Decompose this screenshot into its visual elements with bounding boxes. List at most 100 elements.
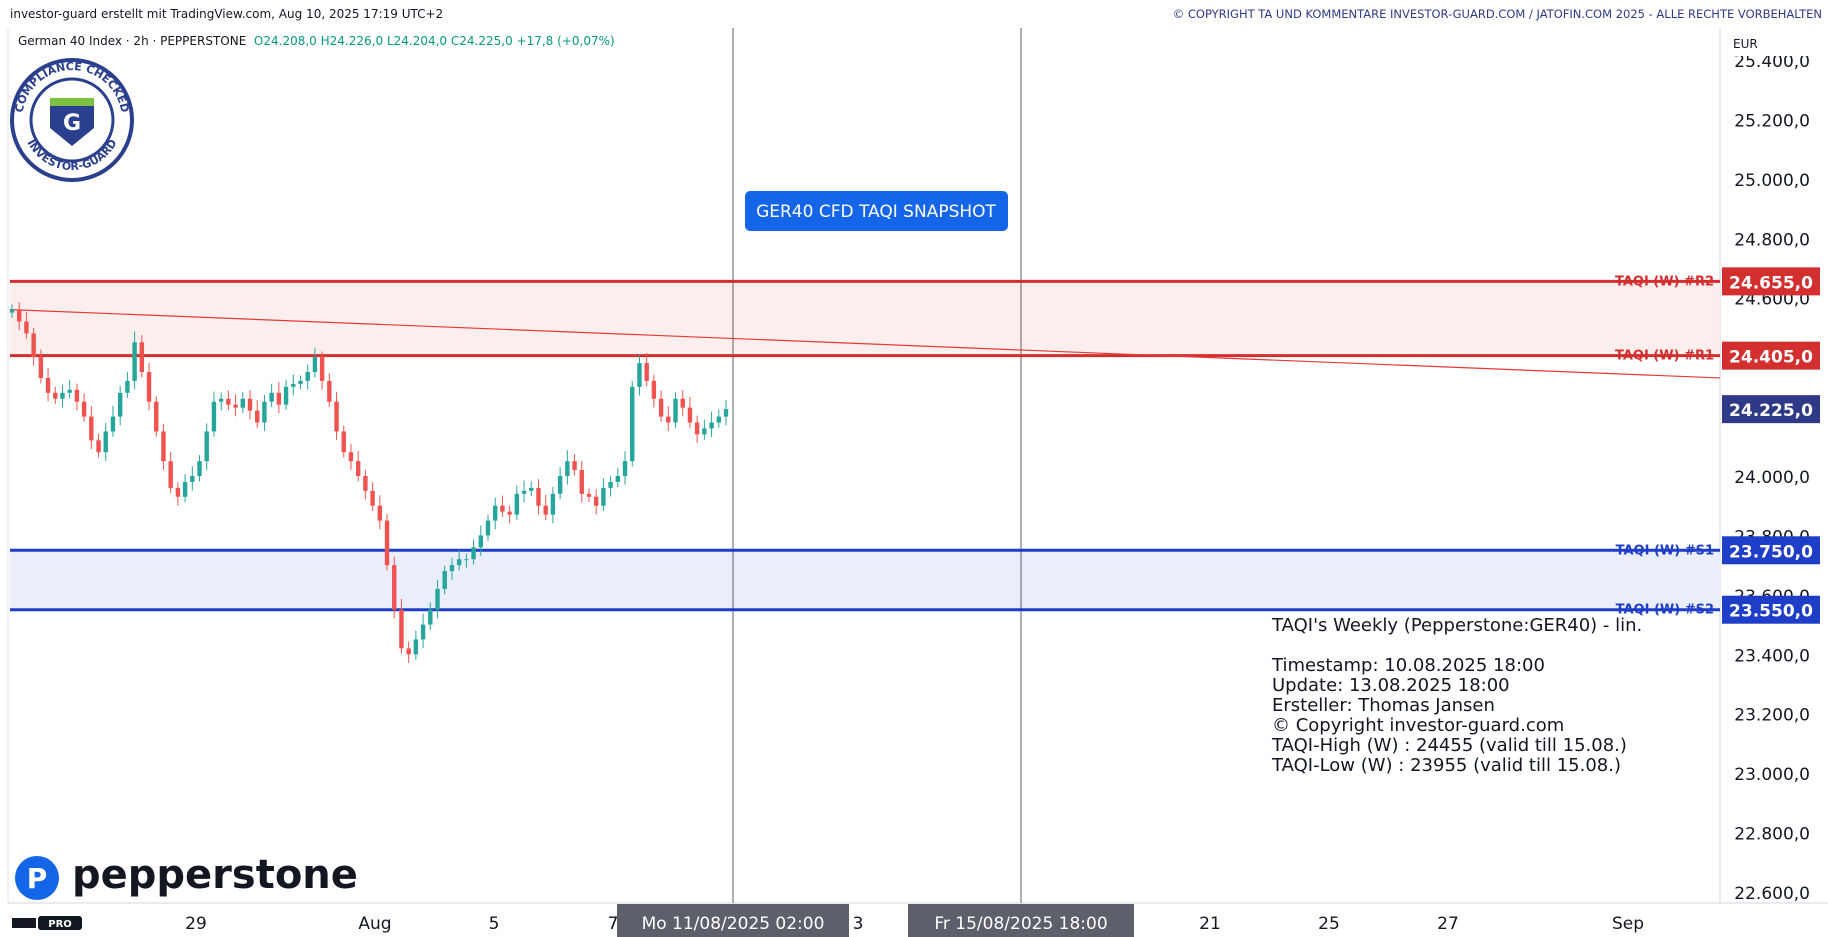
candle-body bbox=[291, 383, 296, 387]
price-tick-label: 23.400,0 bbox=[1734, 646, 1810, 666]
candle-body bbox=[312, 357, 318, 372]
candle-body bbox=[341, 431, 346, 453]
candle-body bbox=[247, 398, 253, 411]
candle-body bbox=[593, 496, 599, 506]
candle-body bbox=[110, 416, 116, 432]
candle-body bbox=[334, 401, 339, 432]
candle-body bbox=[31, 333, 36, 358]
candle-body bbox=[543, 505, 548, 515]
candle-body bbox=[673, 398, 678, 423]
level-name-2: TAQI (W) #R1 bbox=[1615, 349, 1714, 364]
candle-body bbox=[579, 470, 584, 494]
candle-body bbox=[24, 321, 29, 334]
info-line-2: Update: 13.08.2025 18:00 bbox=[1272, 675, 1510, 696]
candle-body bbox=[103, 431, 108, 453]
ohlc-close: C24.225,0 bbox=[450, 34, 513, 48]
candle-body bbox=[507, 511, 512, 515]
candle-body bbox=[694, 422, 700, 435]
symbol-legend[interactable]: German 40 Index · 2h · PEPPERSTONE O24.2… bbox=[18, 34, 615, 48]
level-price-text-2: 24.405,0 bbox=[1729, 348, 1813, 368]
candle-body bbox=[204, 431, 209, 462]
candle-body bbox=[255, 410, 260, 423]
candle-body bbox=[262, 401, 267, 423]
info-title: TAQI's Weekly (Pepperstone:GER40) - lin. bbox=[1271, 615, 1642, 636]
pepperstone-logo-icon bbox=[15, 856, 59, 900]
candle-body bbox=[182, 481, 188, 497]
candle-body bbox=[435, 588, 440, 610]
pepperstone-wordmark: pepperstone bbox=[72, 852, 358, 898]
price-tick-label: 25.200,0 bbox=[1734, 111, 1810, 131]
candle-body bbox=[139, 342, 145, 372]
ohlc-high: H24.226,0 bbox=[320, 34, 384, 48]
candle-body bbox=[67, 389, 72, 393]
tv-pro-text: PRO bbox=[48, 919, 72, 930]
candle-body bbox=[420, 624, 426, 640]
candle-body bbox=[89, 416, 94, 441]
candle-body bbox=[442, 571, 447, 589]
time-tick-label: 25 bbox=[1318, 914, 1340, 934]
candle-body bbox=[485, 520, 491, 536]
candle-body bbox=[125, 380, 130, 393]
info-line-3: Ersteller: Thomas Jansen bbox=[1272, 695, 1495, 716]
candle-body bbox=[132, 342, 137, 381]
candle-body bbox=[298, 380, 303, 384]
price-tick-label: 22.800,0 bbox=[1734, 825, 1810, 845]
candle-body bbox=[283, 386, 289, 405]
candle-body bbox=[456, 559, 462, 566]
candle-body bbox=[319, 357, 325, 381]
candle-body bbox=[154, 401, 159, 432]
copyright-caption: © COPYRIGHT TA UND KOMMENTARE INVESTOR-G… bbox=[1172, 7, 1822, 21]
candle-body bbox=[702, 428, 707, 435]
candle-body bbox=[601, 487, 606, 506]
date-marker-text-2: Fr 15/08/2025 18:00 bbox=[934, 914, 1107, 934]
price-tick-label: 23.000,0 bbox=[1734, 765, 1810, 785]
candle-body bbox=[197, 461, 202, 476]
candle-body bbox=[449, 565, 455, 572]
level-price-text-1: 24.655,0 bbox=[1729, 273, 1813, 293]
candle-body bbox=[305, 372, 310, 381]
level-name-1: TAQI (W) #R2 bbox=[1615, 274, 1714, 289]
candle-body bbox=[413, 639, 419, 655]
candle-body bbox=[190, 476, 195, 482]
time-tick-label: 27 bbox=[1437, 914, 1459, 934]
currency-label: EUR bbox=[1733, 37, 1758, 51]
ohlc-open: O24.208,0 bbox=[253, 34, 317, 48]
candle-body bbox=[464, 559, 469, 561]
candle-body bbox=[276, 392, 282, 405]
time-tick-label: Sep bbox=[1612, 914, 1644, 934]
candle-body bbox=[392, 565, 397, 610]
candle-body bbox=[615, 476, 621, 482]
candle-body bbox=[514, 493, 520, 515]
candle-body bbox=[529, 487, 534, 491]
candle-body bbox=[74, 389, 80, 402]
candle-body bbox=[680, 398, 685, 408]
candle-body bbox=[723, 409, 729, 417]
level-price-tag-2 bbox=[1722, 341, 1820, 370]
price-tick-label: 24.000,0 bbox=[1734, 468, 1810, 488]
time-tick-label: 3 bbox=[853, 914, 864, 934]
badge-shield-stripe bbox=[50, 98, 94, 106]
candle-body bbox=[637, 363, 642, 387]
candle-body bbox=[355, 461, 361, 476]
level-price-text-3: 23.750,0 bbox=[1729, 542, 1813, 562]
candle-body bbox=[226, 398, 231, 405]
candle-body bbox=[687, 407, 693, 423]
candle-body bbox=[521, 490, 527, 494]
date-marker-box-2 bbox=[908, 904, 1134, 937]
info-line-4: © Copyright investor-guard.com bbox=[1272, 715, 1564, 736]
snapshot-label-box bbox=[745, 191, 1008, 231]
candle-body bbox=[9, 309, 15, 313]
date-marker-box-1 bbox=[617, 904, 849, 937]
level-name-4: TAQI (W) #S2 bbox=[1616, 603, 1714, 618]
candle-body bbox=[269, 392, 274, 402]
candle-body bbox=[38, 357, 44, 378]
time-tick-label: 29 bbox=[185, 914, 207, 934]
candle-body bbox=[348, 452, 354, 462]
candle-body bbox=[666, 416, 671, 423]
info-line-6: TAQI-Low (W) : 23955 (valid till 15.08.) bbox=[1271, 755, 1621, 776]
candle-body bbox=[622, 461, 628, 476]
candle-body bbox=[630, 386, 635, 462]
candle-body bbox=[81, 401, 87, 417]
candle-body bbox=[500, 505, 505, 512]
